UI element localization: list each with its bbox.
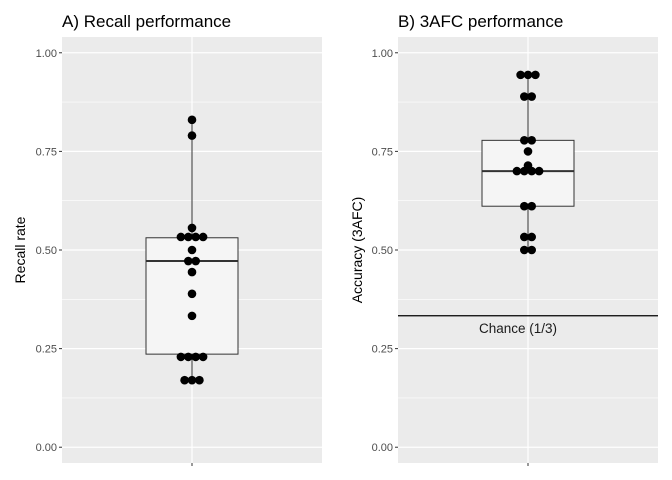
recall-y-tick-label: 1.00 <box>36 48 57 60</box>
recall-data-point <box>191 352 200 362</box>
afc-data-point <box>527 201 536 211</box>
afc-data-point <box>527 245 536 255</box>
afc-data-point <box>520 92 529 101</box>
afc-y-tick-label: 1.00 <box>372 48 393 60</box>
recall-data-point <box>184 256 193 266</box>
afc-data-point <box>534 166 544 176</box>
recall-data-point <box>191 232 200 242</box>
afc-data-point <box>520 245 529 255</box>
recall-y-tick-label: 0.25 <box>36 344 57 356</box>
afc-chance-label: Chance (1/3) <box>479 321 557 336</box>
afc-y-tick-label: 0.50 <box>372 245 393 257</box>
afc-data-point <box>527 232 536 242</box>
afc-data-point <box>527 166 536 176</box>
recall-data-point <box>191 256 200 266</box>
recall-y-axis-title: Recall rate <box>12 216 28 283</box>
recall-panel-title: A) Recall performance <box>62 12 231 31</box>
recall-y-tick-label: 0.75 <box>36 146 57 158</box>
recall-data-point <box>176 232 186 242</box>
afc-data-point <box>527 136 536 145</box>
afc-y-tick-label: 0.75 <box>372 146 393 158</box>
afc-data-point <box>520 166 529 176</box>
recall-panel: 0.00 0.25 0.50 0.75 1.00 A) Recall performanc… <box>12 12 322 466</box>
afc-data-point <box>523 147 533 156</box>
afc-data-point <box>523 70 533 80</box>
recall-data-point <box>187 223 197 233</box>
afc-data-point <box>512 166 522 176</box>
afc-data-point <box>531 70 540 80</box>
afc-data-point <box>520 232 529 242</box>
recall-data-point <box>187 311 197 321</box>
recall-data-point <box>187 267 197 277</box>
afc-y-tick-label: 0.00 <box>372 442 393 454</box>
recall-data-point <box>187 375 197 385</box>
recall-data-point <box>176 352 186 362</box>
recall-data-point <box>187 289 197 299</box>
recall-y-tick-label: 0.00 <box>36 442 57 454</box>
recall-data-point <box>180 375 189 385</box>
recall-data-point <box>187 245 197 255</box>
afc-panel: 0.00 0.25 0.50 0.75 1.00 Chance (1/3) B) 3AFC … <box>349 12 658 466</box>
recall-data-point <box>184 352 193 362</box>
afc-data-point <box>527 92 536 101</box>
afc-y-tick-label: 0.25 <box>372 344 393 356</box>
afc-data-point <box>520 201 529 211</box>
recall-data-point <box>187 131 197 140</box>
recall-data-point <box>195 375 204 385</box>
afc-panel-title: B) 3AFC performance <box>398 12 563 31</box>
recall-data-point <box>184 232 193 242</box>
recall-y-tick-label: 0.50 <box>36 245 57 257</box>
recall-data-point <box>198 352 208 362</box>
afc-data-point <box>520 136 529 145</box>
recall-data-point <box>198 232 208 242</box>
afc-y-axis-title: Accuracy (3AFC) <box>349 197 365 304</box>
afc-data-point <box>516 70 525 80</box>
recall-data-point <box>187 115 197 125</box>
